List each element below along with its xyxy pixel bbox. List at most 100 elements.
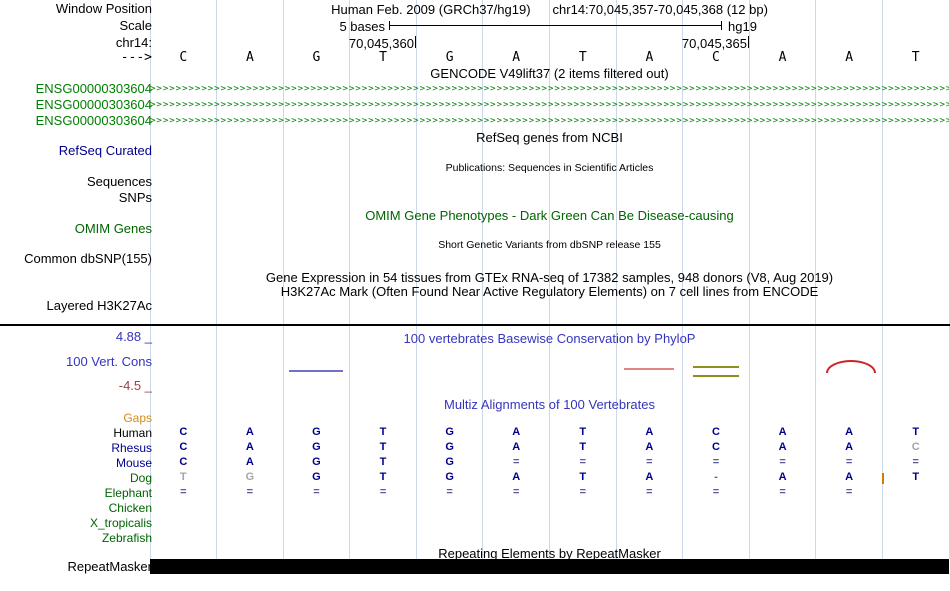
coordinate-tick-right [748,36,749,48]
scale-bar [389,25,722,26]
align-cell: = [512,456,520,468]
multiz-label-elephant[interactable]: Elephant [104,486,152,500]
sequence-base: A [645,50,654,65]
align-cell: A [845,426,854,438]
sequence-base: G [312,50,321,65]
align-cell: = [646,456,653,468]
conservation-mark [692,366,739,377]
align-cell: G [245,471,255,483]
h3k27ac-track-label[interactable]: Layered H3K27Ac [46,298,152,313]
coordinate-label-left: 70,045,360 [348,36,414,51]
base-gridline [415,0,417,559]
repeatmasker-track-label[interactable]: RepeatMasker [67,559,152,574]
scale-bases-text: 5 bases [339,19,385,34]
gencode-transcript-2[interactable]: >>>>>>>>>>>>>>>>>>>>>>>>>>>>>>>>>>>>>>>>… [150,100,949,110]
multiz-label-human[interactable]: Human [113,426,152,440]
refseq-track-label[interactable]: RefSeq Curated [58,143,152,158]
align-cell: A [845,441,854,453]
align-cell: = [512,486,520,498]
repeatmasker-track-title: Repeating Elements by RepeatMasker [438,546,661,561]
multiz-label-x_tropicalis[interactable]: X_tropicalis [89,516,152,530]
omim-track-label[interactable]: OMIM Genes [74,221,152,236]
multiz-label-gaps[interactable]: Gaps [123,411,152,425]
align-cell: T [579,471,587,483]
align-cell: C [179,441,188,453]
align-cell: = [712,456,720,468]
align-cell: T [379,471,387,483]
gtex-track-title: Gene Expression in 54 tissues from GTEx … [265,270,834,285]
align-cell: T [379,441,387,453]
align-cell: G [445,426,454,438]
coordinate-label-right: 70,045,365 [681,36,747,51]
conservation-track-label[interactable]: 100 Vert. Cons [66,354,152,369]
repeatmasker-element-bar[interactable] [150,559,949,574]
align-cell: = [779,486,786,498]
gencode-transcript-1[interactable]: >>>>>>>>>>>>>>>>>>>>>>>>>>>>>>>>>>>>>>>>… [150,84,949,94]
base-gridline [349,0,351,559]
coordinate-tick-left [415,36,416,48]
dbsnp-track-label[interactable]: Common dbSNP(155) [24,251,152,266]
multiz-label-zebrafish[interactable]: Zebrafish [101,531,152,545]
sequence-base: A [245,50,254,65]
sequence-base: C [179,50,188,65]
multiz-track-title: Multiz Alignments of 100 Vertebrates [443,397,655,412]
multiz-label-chicken[interactable]: Chicken [108,501,152,515]
scale-genome-label: hg19 [728,19,757,34]
align-cell: A [512,441,521,453]
gencode-item-label-1[interactable]: ENSG00000303604 [35,81,152,96]
align-cell: A [245,456,254,468]
align-cell: = [246,486,254,498]
track-separator-line [0,324,950,326]
dbsnp-track-title: Short Genetic Variants from dbSNP releas… [438,239,661,251]
base-gridline [549,0,550,559]
gencode-transcript-3[interactable]: >>>>>>>>>>>>>>>>>>>>>>>>>>>>>>>>>>>>>>>>… [150,116,949,126]
sequence-base: A [845,50,854,65]
align-cell: = [379,486,387,498]
align-cell: = [845,456,853,468]
publications-track-label[interactable]: Sequences [86,174,152,189]
sequence-base: T [911,50,920,65]
align-cell: T [579,426,587,438]
align-cell: A [245,441,254,453]
gencode-item-label-3[interactable]: ENSG00000303604 [35,113,152,128]
base-gridline [615,0,617,559]
align-cell: A [245,426,254,438]
sequence-base: A [778,50,787,65]
scale-bar-left-tick [389,21,390,30]
conservation-arc [826,360,877,373]
snps-track-label[interactable]: SNPs [118,190,152,205]
multiz-label-dog[interactable]: Dog [129,471,152,485]
align-cell: A [512,426,521,438]
align-cell: T [912,471,920,483]
sequence-base: T [578,50,587,65]
base-gridline [282,0,284,559]
conservation-min-label: -4.5 _ [118,378,152,393]
align-cell: T [912,426,920,438]
align-cell: A [645,441,654,453]
align-cell: = [712,486,720,498]
multiz-label-rhesus[interactable]: Rhesus [111,441,152,455]
align-cell: G [445,456,454,468]
align-cell: C [179,456,188,468]
align-cell: A [778,471,787,483]
align-cell: A [512,471,521,483]
align-cell: C [179,426,188,438]
align-cell: = [579,486,586,498]
strand-arrow-label: ---> [120,50,152,65]
base-gridline [216,0,218,559]
align-cell: G [312,456,321,468]
align-cell: = [446,486,453,498]
conservation-max-label: 4.88 _ [115,329,152,344]
conservation-mark [624,368,675,370]
align-cell: C [711,441,720,453]
multiz-label-mouse[interactable]: Mouse [115,456,152,470]
gencode-track-title: GENCODE V49lift37 (2 items filtered out) [430,66,669,81]
refseq-track-title: RefSeq genes from NCBI [476,130,623,145]
conservation-track-title: 100 vertebrates Basewise Conservation by… [403,331,696,346]
align-cell: A [778,441,787,453]
align-cell: = [180,486,187,498]
align-cell: G [445,471,454,483]
align-cell: = [313,486,320,498]
align-cell: T [579,441,587,453]
gencode-item-label-2[interactable]: ENSG00000303604 [35,97,152,112]
